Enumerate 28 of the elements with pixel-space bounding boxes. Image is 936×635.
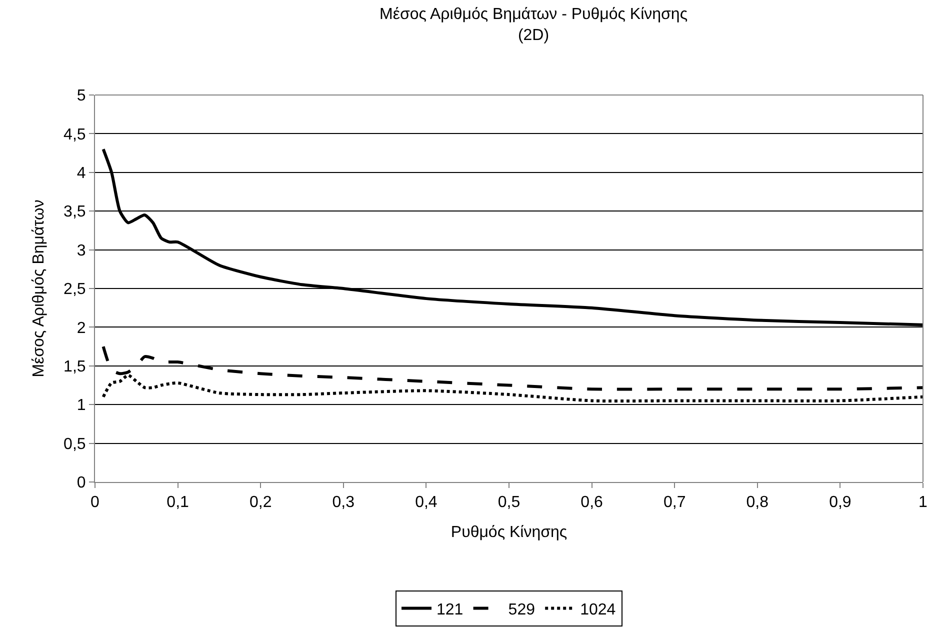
y-tick-label: 2,5 — [64, 281, 86, 298]
x-tick-label: 0,9 — [829, 494, 852, 512]
y-tick-label: 4,5 — [64, 126, 86, 144]
y-tick-label: 1 — [76, 397, 86, 414]
x-tick-label: 0,6 — [580, 494, 604, 512]
x-tick-label: 0,4 — [415, 494, 438, 512]
y-tick-label: 1,5 — [64, 358, 86, 376]
y-tick-label: 0,5 — [64, 436, 86, 453]
x-tick-label: 1 — [918, 494, 928, 512]
y-tick-label: 2 — [76, 320, 86, 337]
legend-label: 529 — [508, 602, 536, 618]
x-tick-label: 0,3 — [332, 494, 355, 512]
x-tick-label: 0,2 — [249, 494, 272, 512]
chart-title: Μέσος Αριθμός Βημάτων - Ρυθμός Κίνησης (2D) — [379, 6, 688, 44]
y-axis-title: Μέσος Αριθμός Βημάτων — [30, 200, 48, 378]
x-tick-label: 0,7 — [663, 494, 686, 512]
y-tick-label: 3,5 — [64, 204, 86, 221]
legend-label: 121 — [436, 602, 464, 618]
x-tick-label: 0,8 — [746, 494, 769, 512]
legend-label: 1024 — [580, 602, 616, 618]
y-tick-label: 5 — [76, 88, 86, 105]
x-axis-title: Ρυθμός Κίνησης — [450, 524, 568, 541]
y-tick-label: 0 — [76, 474, 86, 492]
y-tick-label: 4 — [76, 165, 86, 182]
x-tick-label: 0,1 — [166, 494, 190, 512]
x-tick-label: 0,5 — [498, 494, 520, 512]
y-tick-label: 3 — [76, 242, 86, 260]
x-tick-label: 0 — [90, 494, 100, 512]
